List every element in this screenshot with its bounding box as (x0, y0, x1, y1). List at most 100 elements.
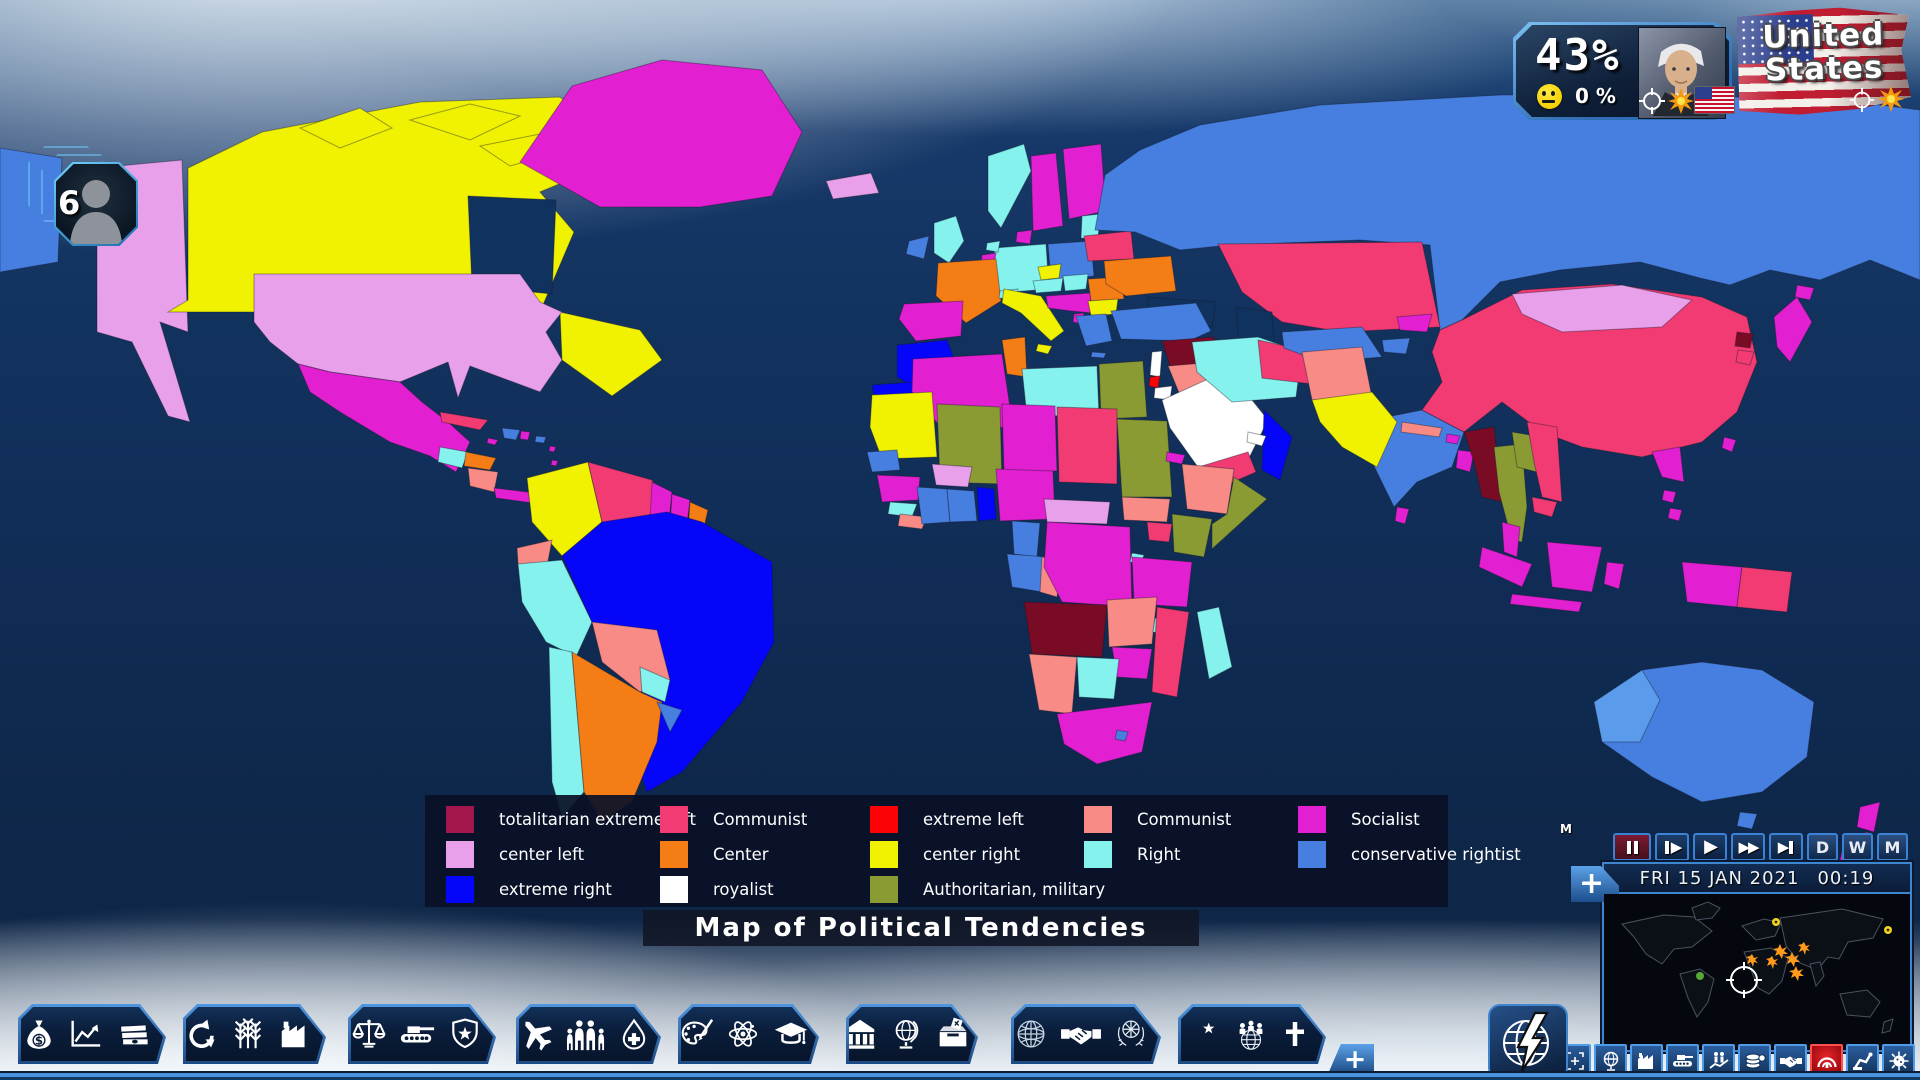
country-south-sudan[interactable] (1121, 496, 1171, 523)
country-malaysia[interactable] (1501, 521, 1603, 593)
country-cuba[interactable] (439, 411, 489, 431)
country-australia-west[interactable] (1593, 669, 1661, 743)
justice-scales-icon[interactable] (351, 1015, 387, 1053)
country-austria[interactable] (1032, 277, 1064, 294)
family-icon[interactable] (564, 1015, 608, 1053)
country-car[interactable] (1043, 498, 1111, 525)
country-taiwan[interactable] (1721, 436, 1737, 453)
country-mozambique[interactable] (1151, 606, 1190, 698)
toolbar-group-environment-industry[interactable] (183, 1004, 326, 1064)
desk-globe-icon[interactable] (888, 1015, 924, 1053)
country-cameroon[interactable] (1011, 520, 1041, 558)
country-niger[interactable] (1001, 403, 1058, 473)
country-italy[interactable] (1001, 288, 1065, 355)
country-pakistan[interactable] (1311, 391, 1398, 468)
country-sudan[interactable] (1116, 418, 1173, 498)
toolbar-group-religion-demographics[interactable] (1178, 1004, 1326, 1064)
country-kyrgyzstan[interactable] (1396, 313, 1433, 333)
country-togo-benin[interactable] (976, 486, 997, 522)
country-uk[interactable] (933, 215, 965, 264)
country-netherlands[interactable] (985, 240, 1001, 253)
country-madagascar[interactable] (1196, 606, 1233, 680)
country-png[interactable] (1736, 566, 1793, 613)
airplane-icon[interactable] (517, 1015, 555, 1053)
target-crosshair-icon[interactable] (1637, 88, 1667, 114)
country-afghanistan[interactable] (1301, 346, 1373, 401)
country-japan[interactable] (1773, 284, 1815, 363)
graduation-cap-icon[interactable] (771, 1015, 811, 1053)
country-sweden[interactable] (1030, 152, 1064, 232)
country-south-africa[interactable] (1056, 701, 1153, 765)
country-ivory-coast[interactable] (916, 486, 951, 525)
day-speed-button[interactable]: D (1807, 833, 1838, 861)
country-botswana[interactable] (1076, 656, 1120, 700)
country-haiti[interactable] (501, 427, 521, 441)
country-chad[interactable] (1056, 406, 1118, 485)
country-ghana[interactable] (946, 488, 978, 523)
money-bag-icon[interactable]: $ (21, 1015, 57, 1053)
country-tasmania[interactable] (1736, 811, 1758, 830)
country-ireland[interactable] (905, 235, 930, 260)
step-button[interactable]: ▶ (1655, 833, 1689, 861)
country-south-korea[interactable] (1735, 349, 1755, 366)
toolbar-group-foreign-affairs[interactable] (1011, 1004, 1161, 1064)
country-indonesia[interactable] (1478, 546, 1743, 613)
country-philippines[interactable] (1651, 446, 1685, 522)
country-puerto-rico[interactable] (534, 435, 547, 444)
country-oman[interactable] (1261, 408, 1293, 481)
country-tanzania[interactable] (1131, 556, 1193, 608)
country-chukotka[interactable] (0, 147, 63, 273)
country-bhutan[interactable] (1445, 433, 1461, 445)
country-tajikistan[interactable] (1381, 337, 1411, 355)
country-bangladesh[interactable] (1455, 449, 1475, 473)
tank-icon[interactable] (396, 1015, 438, 1053)
country-nepal[interactable] (1400, 421, 1443, 438)
country-canada-east[interactable] (559, 311, 663, 397)
police-shield-icon[interactable] (447, 1015, 483, 1053)
country-lebanon[interactable] (1149, 350, 1163, 378)
country-north-korea[interactable] (1734, 331, 1754, 349)
target-crosshair-icon[interactable] (1848, 88, 1876, 112)
un-emblem-icon[interactable] (1112, 1015, 1150, 1053)
wireframe-globe-icon[interactable] (1012, 1015, 1050, 1053)
country-mauritania[interactable] (869, 391, 938, 460)
country-usa[interactable] (253, 273, 563, 400)
atom-icon[interactable] (724, 1015, 762, 1053)
crescent-star-icon[interactable] (1184, 1015, 1222, 1053)
country-lesotho[interactable] (1114, 729, 1129, 742)
country-burkina[interactable] (931, 463, 973, 488)
country-iberia[interactable] (898, 300, 964, 342)
health-drop-icon[interactable] (617, 1015, 651, 1053)
country-uae[interactable] (1246, 431, 1267, 447)
play-button[interactable]: ▶ (1693, 833, 1727, 861)
toolbar-group-economy[interactable]: $ (18, 1004, 166, 1064)
country-uganda[interactable] (1146, 521, 1173, 543)
country-jamaica[interactable] (486, 437, 499, 446)
toolbar-group-culture-research-education[interactable] (678, 1004, 819, 1064)
crisis-news-button[interactable] (1488, 1004, 1568, 1080)
fast-forward-button[interactable]: ▶▶ (1731, 833, 1765, 861)
country-denmark[interactable] (1015, 229, 1033, 245)
country-belarus[interactable] (1083, 230, 1135, 262)
country-iceland[interactable] (825, 172, 880, 200)
country-ethiopia[interactable] (1181, 463, 1235, 515)
country-honduras[interactable] (463, 451, 497, 471)
palette-icon[interactable] (677, 1015, 715, 1053)
country-hungary[interactable] (1062, 273, 1089, 292)
country-norway[interactable] (987, 143, 1032, 229)
minimap[interactable] (1604, 894, 1910, 1050)
advisor-badge-stack[interactable]: 6 (28, 146, 148, 246)
country-russia[interactable] (1094, 94, 1920, 331)
month-speed-button[interactable]: M (1877, 833, 1908, 861)
country-kenya[interactable] (1171, 513, 1213, 558)
country-ukraine[interactable] (1103, 255, 1177, 297)
country-egypt[interactable] (1098, 360, 1148, 420)
country-drc[interactable] (1043, 521, 1133, 608)
country-guatemala[interactable] (437, 446, 469, 469)
people-globe-icon[interactable] (1231, 1015, 1271, 1053)
country-mongolia[interactable] (1511, 284, 1694, 333)
country-vietnam[interactable] (1526, 421, 1563, 503)
country-nicaragua[interactable] (467, 467, 499, 493)
country-zambia[interactable] (1106, 596, 1158, 648)
